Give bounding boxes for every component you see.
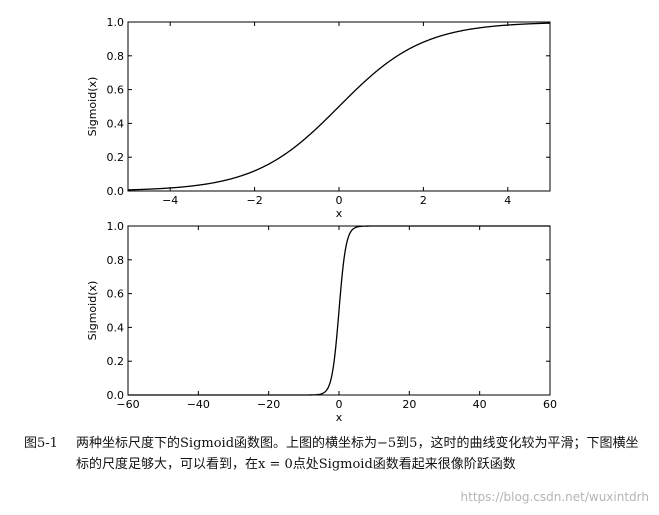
x-tick-label: 40 [473, 398, 487, 411]
y-tick-label: 0.8 [107, 254, 125, 267]
y-tick-label: 0.8 [107, 50, 125, 63]
y-tick-label: 1.0 [107, 16, 125, 29]
x-tick-label: 2 [420, 194, 427, 207]
watermark-url: https://blog.csdn.net/wuxintdrh [460, 490, 649, 504]
chart-panel-2: −60 −40 −20 0 20 40 60 0.0 0.2 0.4 0.6 0.8 1.0 x Sigmo… [86, 220, 557, 424]
x-tick-label: −2 [246, 194, 262, 207]
y-tick-label: 0.2 [107, 151, 125, 164]
sigmoid-figure: −4 −2 0 2 40.00.20.40.60.81.0xSigmoid(x)−60−… [86, 16, 557, 424]
y-tick-label: 0.4 [107, 117, 125, 130]
y-tick-label: 0.6 [107, 84, 125, 97]
x-tick-label: 60 [543, 398, 557, 411]
x-axis-label: x [336, 207, 343, 220]
y-axis-label: Sigmoid(x) [86, 281, 99, 341]
x-tick-label: −60 [116, 398, 139, 411]
y-tick-label: 0.0 [107, 185, 125, 198]
x-tick-label: 4 [504, 194, 511, 207]
x-tick-label: 20 [402, 398, 416, 411]
caption-text: 两种坐标尺度下的Sigmoid函数图。上图的横坐标为−5到5，这时的曲线变化较为… [76, 436, 639, 472]
y-tick-label: 1.0 [107, 220, 125, 233]
x-axis-label: x [336, 411, 343, 424]
chart-panel-1: −4 −2 0 2 4 0.0 0.2 0.4 0.6 0.8 1.0 x Sigmoid(x) [86, 16, 551, 220]
y-tick-label: 0.4 [107, 321, 125, 334]
caption-label: 图5-1 [24, 436, 58, 451]
x-tick-label: 0 [336, 194, 343, 207]
sigmoid-curve [127, 22, 551, 191]
x-tick-label: 0 [336, 398, 343, 411]
x-tick-label: −20 [257, 398, 280, 411]
y-tick-label: 0.0 [107, 389, 125, 402]
y-axis-label: Sigmoid(x) [86, 77, 99, 137]
y-tick-label: 0.2 [107, 355, 125, 368]
y-tick-label: 0.6 [107, 288, 125, 301]
sigmoid-curve [128, 225, 550, 396]
x-tick-label: −40 [187, 398, 210, 411]
x-tick-label: −4 [162, 194, 178, 207]
